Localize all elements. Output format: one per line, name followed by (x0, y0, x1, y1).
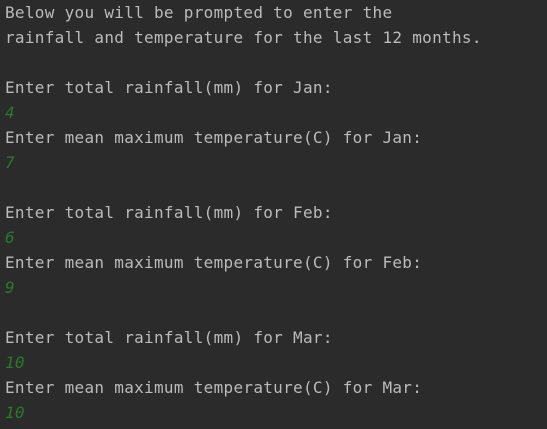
temperature-input-jan: 7 (5, 153, 15, 172)
rainfall-prompt-jan: Enter total rainfall(mm) for Jan: (5, 78, 333, 97)
temperature-prompt-jan: Enter mean maximum temperature(C) for Ja… (5, 128, 423, 147)
rainfall-input-jan: 4 (5, 103, 15, 122)
intro-line-1: Below you will be prompted to enter the (5, 3, 393, 22)
temperature-input-feb: 9 (5, 278, 15, 297)
rainfall-input-mar: 10 (5, 353, 25, 372)
temperature-prompt-mar: Enter mean maximum temperature(C) for Ma… (5, 378, 423, 397)
temperature-input-mar: 10 (5, 403, 25, 422)
rainfall-prompt-feb: Enter total rainfall(mm) for Feb: (5, 203, 333, 222)
temperature-prompt-feb: Enter mean maximum temperature(C) for Fe… (5, 253, 423, 272)
rainfall-prompt-mar: Enter total rainfall(mm) for Mar: (5, 328, 333, 347)
rainfall-input-feb: 6 (5, 228, 15, 247)
intro-line-2: rainfall and temperature for the last 12… (5, 28, 482, 47)
